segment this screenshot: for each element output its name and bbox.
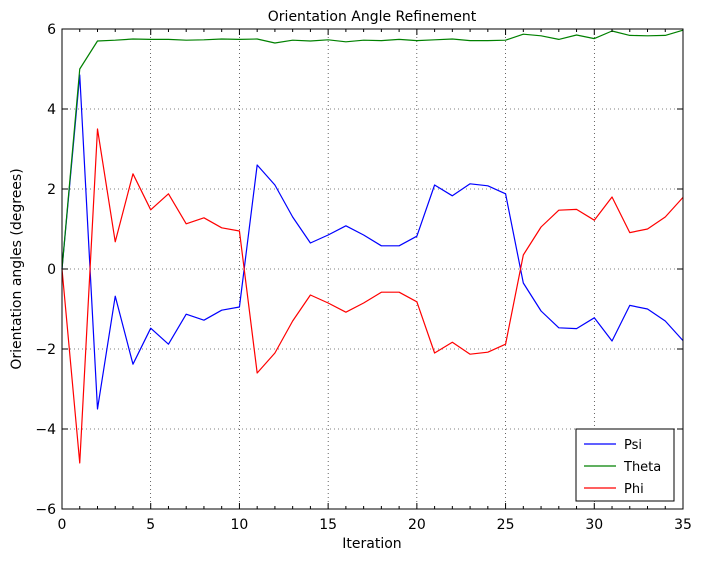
ticks — [61, 28, 684, 510]
series-layer — [61, 29, 684, 464]
x-tick-label: 25 — [497, 517, 515, 533]
y-tick-label: −2 — [35, 342, 56, 358]
x-tick-label: 0 — [58, 517, 67, 533]
legend-label-psi: Psi — [624, 438, 642, 453]
x-axis-label: Iteration — [342, 536, 401, 552]
x-tick-label: 5 — [146, 517, 155, 533]
series-line-psi — [61, 74, 684, 410]
x-tick-label: 35 — [674, 517, 692, 533]
tick-labels: 0 5 10 15 20 25 30 35 −6 −4 −2 0 2 4 6 — [35, 22, 692, 533]
y-tick-label: −6 — [35, 502, 56, 518]
y-axis-label: Orientation angles (degrees) — [9, 168, 25, 369]
y-tick-label: 4 — [47, 102, 56, 118]
x-tick-label: 30 — [585, 517, 603, 533]
x-tick-label: 10 — [231, 517, 249, 533]
series-line-theta — [61, 29, 684, 270]
y-tick-label: 2 — [47, 182, 56, 198]
legend-label-phi: Phi — [624, 482, 644, 497]
series-line-phi — [61, 128, 684, 464]
legend: Psi Theta Phi — [575, 428, 675, 502]
legend-label-theta: Theta — [623, 460, 661, 475]
x-tick-label: 15 — [319, 517, 337, 533]
chart-title: Orientation Angle Refinement — [268, 9, 477, 25]
y-tick-label: −4 — [35, 422, 56, 438]
legend-box — [575, 428, 675, 502]
y-tick-label: 0 — [47, 262, 56, 278]
y-tick-label: 6 — [47, 22, 56, 38]
x-tick-label: 20 — [408, 517, 426, 533]
